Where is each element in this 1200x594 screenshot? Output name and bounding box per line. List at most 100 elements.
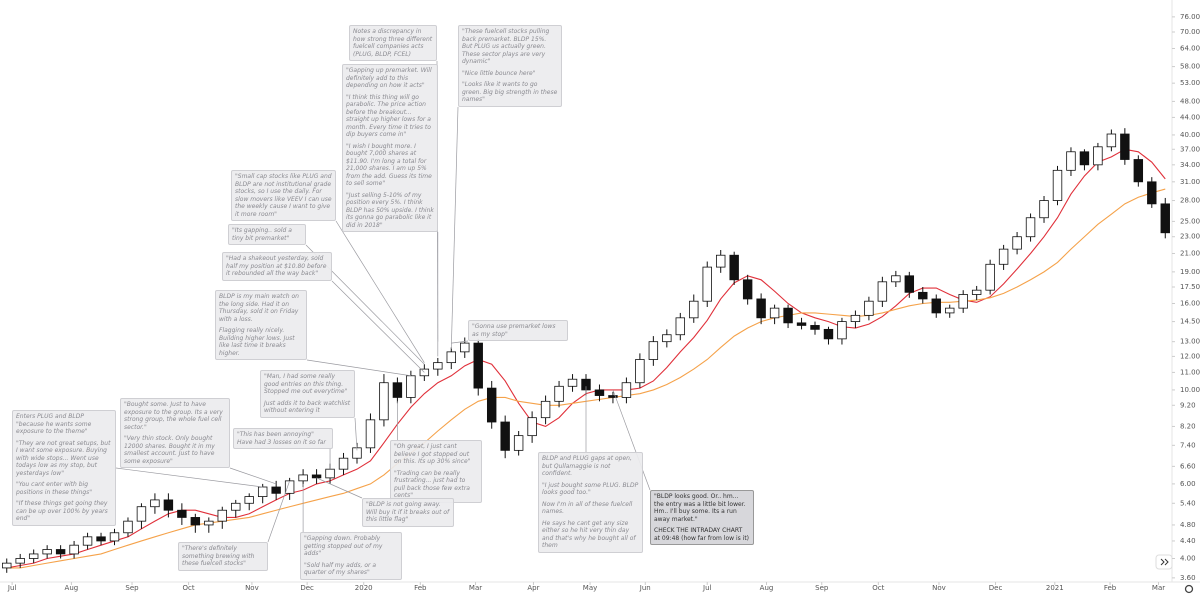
candle-body [608,395,618,398]
annotation-text: "I think this thing will go parabolic. T… [346,93,431,139]
annotation-text: "Just selling 5-10% of my position every… [346,191,434,229]
candle-body [877,281,888,302]
annotation-leader [450,106,459,349]
candle-body [1052,169,1063,201]
candle-body [904,275,915,293]
annotation-text: "Gapping up premarket. Will definitely a… [346,67,432,89]
annotation-text: "Looks like it wants to go green. Big bi… [462,81,558,103]
candle-body [1079,151,1090,166]
y-tick-label: 48.00 [1180,97,1200,105]
candle-body [648,341,659,360]
x-tick-label: Oct [183,584,195,592]
x-tick-label: Mar [1152,584,1165,592]
candle-body [2,562,12,569]
annotation: "These fuelcell stocks pulling back prem… [458,25,562,107]
annotation-leader [451,340,469,344]
y-tick-label: 40.00 [1180,131,1200,139]
candle-body [271,486,281,494]
candle-body [1025,217,1036,238]
x-tick-label: Sep [125,584,139,592]
annotation-text: "There's definitely something brewing wi… [182,545,255,567]
y-tick-label: 6.00 [1180,480,1196,488]
x-tick-label: 2020 [355,584,373,592]
x-tick-label: Aug [760,584,774,592]
candle-body [82,536,93,546]
candle-body [1120,133,1130,160]
candle-body [163,499,174,511]
candle-body [298,474,308,482]
x-tick-label: Mar [469,584,482,592]
candle-body [500,421,510,451]
candle-body [675,317,686,336]
candle-body [769,307,780,319]
y-tick-label: 58.00 [1180,63,1200,71]
y-tick-label: 12.00 [1180,352,1200,360]
candle-body [756,298,766,319]
annotation: "Bought some. Just to have exposure to t… [120,398,230,468]
candle-body [460,342,470,353]
annotation-text: "They are not great setups, but I want s… [16,439,111,477]
candle-body [204,520,214,526]
annotation-text: "Bought some. Just to have exposure to t… [124,401,223,431]
candle-body [392,382,403,398]
annotation-text: He says he cant get any size either so h… [542,519,636,550]
annotation: "BLDP looks good. Or.. hm... the entry w… [650,490,754,545]
candle-body [621,382,632,398]
candle-body [55,549,66,555]
annotation: "Gonna use premarket lows as my stop" [468,320,568,341]
annotation-text: "Trading can be really frustrating... ju… [394,469,470,500]
candle-body [406,375,416,398]
annotation: "Had a shakeout yesterday, sold half my … [222,252,332,281]
candle-body [864,300,874,316]
x-tick-label: Jun [639,584,651,592]
annotation: "There's definitely something brewing wi… [178,542,268,571]
annotation-text: "Oh great, I just cant believe I got sto… [394,443,471,465]
y-tick-label: 64.00 [1180,44,1200,52]
annotation-text: "These fuelcell stocks pulling back prem… [462,28,550,65]
y-tick-label: 4.80 [1180,521,1196,529]
y-tick-label: 44.00 [1180,113,1200,121]
y-tick-label: 23.00 [1180,233,1200,241]
annotation-leader [229,467,277,485]
candle-body [473,342,483,389]
candle-body [231,502,241,511]
candle-body [365,419,376,449]
candle-body [446,351,456,364]
x-tick-label: Jul [702,584,712,592]
y-tick-label: 70.00 [1180,28,1200,36]
settings-button[interactable] [1184,584,1194,594]
candle-body [810,325,820,330]
candle-body [837,321,847,340]
annotation-leader [267,480,290,543]
x-tick-label: Sep [815,584,829,592]
scroll-button[interactable] [1155,554,1173,570]
candle-body [1012,236,1022,250]
candle-body [971,289,982,295]
annotation-leader [612,389,651,491]
y-tick-label: 14.50 [1180,318,1200,326]
annotation: BLDP and PLUG gaps at open, but Qullamag… [538,452,643,553]
candle-body [998,248,1009,265]
candle-body [190,517,201,526]
candle-body [28,553,39,559]
candle-body [311,474,322,479]
candle-body [42,549,52,555]
candle-body [325,468,335,479]
candle-body [891,275,901,283]
annotation: "Small cap stocks like PLUG and BLDP are… [231,170,336,221]
annotation: "Oh great, I just cant believe I got sto… [390,440,482,503]
y-tick-label: 16.00 [1180,299,1200,307]
y-tick-label: 37.00 [1180,145,1200,153]
annotation-text: Notes a discrepancy in how strong three … [353,28,433,58]
annotation-text: Enters PLUG and BLDP "because he wants s… [16,413,92,435]
candle-body [419,368,430,377]
y-tick-label: 25.00 [1180,217,1200,225]
annotation-text: CHECK THE INTRADAY CHART at 09:48 (how f… [654,527,750,542]
candle-body [945,307,955,314]
candle-body [823,328,834,340]
annotation-text: Just adds it to back watchlist without e… [264,399,351,415]
candle-body [15,558,25,564]
x-tick-label: Apr [527,584,539,592]
candle-body [1133,159,1144,183]
